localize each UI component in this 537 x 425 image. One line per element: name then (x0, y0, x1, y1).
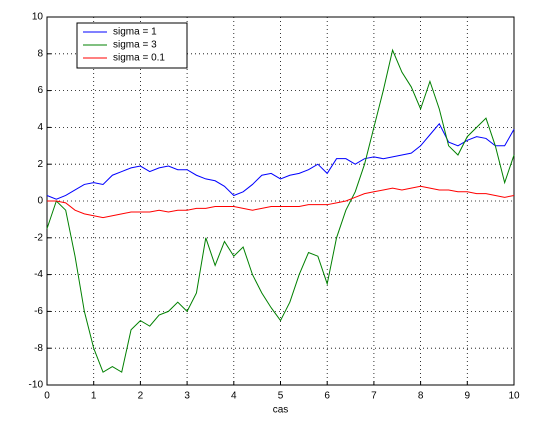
y-tick-label: 4 (37, 122, 43, 133)
series-line (46, 122, 515, 200)
y-tick-label: 10 (32, 12, 44, 23)
legend-label: sigma = 1 (113, 27, 157, 38)
x-tick-label: 7 (371, 391, 377, 402)
x-tick-label: 10 (508, 391, 520, 402)
x-tick-label: 8 (418, 391, 424, 402)
x-tick-label: 4 (231, 391, 237, 402)
x-tick-label: 0 (44, 391, 50, 402)
y-tick-label: -4 (34, 269, 43, 280)
legend-label: sigma = 0.1 (113, 53, 165, 64)
x-axis-label: cas (273, 405, 289, 416)
legend-label: sigma = 3 (113, 40, 157, 51)
series-line (47, 185, 515, 219)
y-tick-label: -2 (34, 232, 43, 243)
x-tick-label: 3 (184, 391, 190, 402)
y-tick-label: -10 (29, 380, 44, 391)
x-tick-label: 2 (138, 391, 144, 402)
y-tick-label: -8 (34, 343, 43, 354)
x-tick-label: 5 (278, 391, 284, 402)
x-tick-label: 6 (324, 391, 330, 402)
y-tick-label: 0 (37, 196, 43, 207)
y-tick-label: 6 (37, 85, 43, 96)
x-tick-label: 9 (465, 391, 471, 402)
y-tick-label: 2 (37, 159, 43, 170)
y-tick-label: 8 (37, 48, 43, 59)
y-tick-label: -6 (34, 306, 43, 317)
x-tick-label: 1 (91, 391, 97, 402)
series-line (46, 48, 515, 373)
